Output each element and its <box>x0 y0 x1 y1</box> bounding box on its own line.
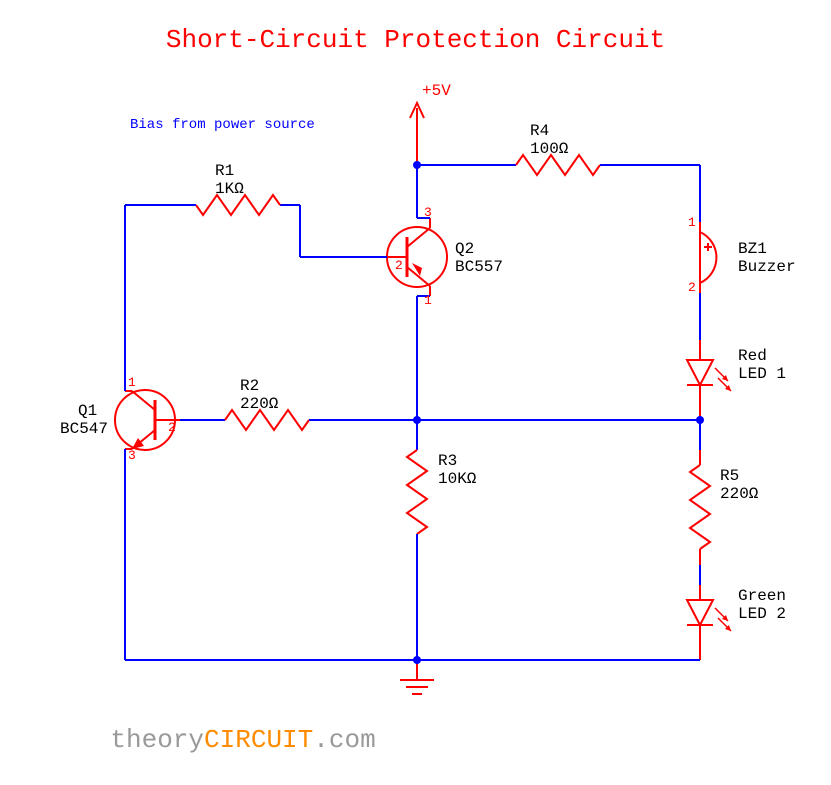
supply-label: +5V <box>422 82 451 100</box>
r3-ref: R3 <box>438 452 457 470</box>
r2-ref: R2 <box>240 377 259 395</box>
transistor-q2 <box>387 218 447 296</box>
resistor-r2 <box>225 410 309 430</box>
r1-val: 1KΩ <box>215 180 244 198</box>
circuit-diagram: Short-Circuit Protection Circuit Bias fr… <box>0 0 831 747</box>
bz1-pin2: 2 <box>688 280 696 295</box>
resistor-r4 <box>516 155 600 175</box>
resistor-r3 <box>407 420 427 660</box>
supply-5v <box>410 103 424 165</box>
ground-symbol <box>400 660 434 694</box>
resistor-r1 <box>196 195 280 215</box>
q1-ref: Q1 <box>78 402 97 420</box>
buzzer-bz1 <box>700 222 716 293</box>
resistor-r5 <box>690 450 710 565</box>
q2-pin2: 2 <box>395 258 403 273</box>
led-1 <box>687 340 731 420</box>
r1-ref: R1 <box>215 162 234 180</box>
q1-val: BC547 <box>60 420 108 438</box>
r5-ref: R5 <box>720 467 739 485</box>
q1-pin3: 3 <box>128 448 136 463</box>
bz1-ref: BZ1 <box>738 240 767 258</box>
led2-ref: Green <box>738 587 786 605</box>
r4-val: 100Ω <box>530 140 568 158</box>
q1-pin2: 2 <box>168 420 176 435</box>
bz1-val: Buzzer <box>738 258 796 276</box>
r4-ref: R4 <box>530 122 549 140</box>
led2-val: LED 2 <box>738 605 786 623</box>
q2-val: BC557 <box>455 258 503 276</box>
led1-ref: Red <box>738 347 767 365</box>
schematic-svg <box>0 0 831 747</box>
q2-ref: Q2 <box>455 240 474 258</box>
q2-pin1: 1 <box>424 293 432 308</box>
r2-val: 220Ω <box>240 395 278 413</box>
q2-pin3: 3 <box>424 205 432 220</box>
bz1-pin1: 1 <box>688 215 696 230</box>
r3-val: 10KΩ <box>438 470 476 488</box>
led-2 <box>687 585 731 660</box>
led1-val: LED 1 <box>738 365 786 383</box>
q1-pin1: 1 <box>128 375 136 390</box>
r5-val: 220Ω <box>720 485 758 503</box>
